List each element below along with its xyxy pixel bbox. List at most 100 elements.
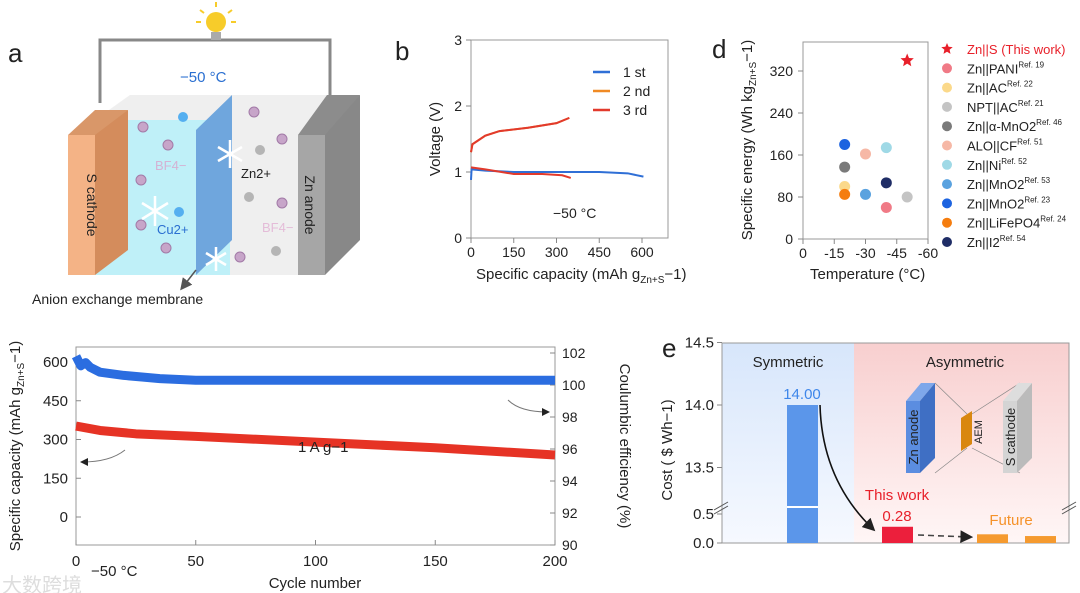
x-tick-label: 150 xyxy=(423,553,448,570)
y-tick-label: 0 xyxy=(785,231,793,247)
legend-entry: Zn||MnO2Ref. 53 xyxy=(967,176,1051,192)
y2-tick-label: 94 xyxy=(562,473,578,489)
inset-s-cathode xyxy=(1003,401,1017,473)
series-line-2-charge xyxy=(470,116,570,153)
legend-ref: Ref. 22 xyxy=(1007,80,1033,89)
region-label-symmetric: Symmetric xyxy=(753,354,824,371)
annotation-current-density: 1 A g−1 xyxy=(298,439,348,456)
data-point xyxy=(839,181,851,192)
x-tick-label: 200 xyxy=(542,553,567,570)
legend-label: 3 rd xyxy=(623,102,647,118)
y-tick-label: 0.5 xyxy=(693,506,714,523)
y-tick-label: 1 xyxy=(454,164,462,180)
legend-name: Zn||MnO2 xyxy=(967,196,1024,211)
region-label-asymmetric: Asymmetric xyxy=(926,354,1005,371)
legend-marker xyxy=(942,159,952,170)
legend-ref: Ref. 53 xyxy=(1024,176,1050,185)
y2-tick-label: 96 xyxy=(562,441,578,457)
y-tick-label: 3 xyxy=(454,32,462,48)
y-tick-label: 13.5 xyxy=(685,460,714,477)
capacity-series xyxy=(75,421,556,460)
y-tick-label: 600 xyxy=(43,354,68,371)
legend-marker xyxy=(942,217,952,228)
x-tick-label: -60 xyxy=(918,245,938,261)
y-tick-label: 150 xyxy=(43,470,68,487)
panel-b-voltage-profile: b 0 150 300 450 600 0 1 2 3 Voltage (V) Specific… xyxy=(395,32,687,286)
panel-a-schematic: a −50 °C S cathode Zn anode BF4− BF4− Cu… xyxy=(8,2,360,307)
legend-entry: Zn||NiRef. 52 xyxy=(967,157,1028,173)
x-tick-label: 50 xyxy=(187,553,204,570)
y2-tick-label: 90 xyxy=(562,537,578,553)
legend-marker xyxy=(942,63,952,74)
x-tick-label: -45 xyxy=(887,245,907,261)
x-tick-label: 150 xyxy=(502,244,526,260)
y-axis-label-b: Voltage (V) xyxy=(427,102,444,176)
future-label: Future xyxy=(989,512,1032,529)
s-cathode-label: S cathode xyxy=(84,173,100,236)
inset-cathode-label: S cathode xyxy=(1003,408,1018,467)
x-tick-label: -15 xyxy=(824,245,844,261)
x-tick-label: 0 xyxy=(799,245,807,261)
plot-frame-d xyxy=(802,41,929,240)
panel-label-a: a xyxy=(8,38,23,68)
x-axis-label-d: Temperature (°C) xyxy=(810,266,925,283)
inset-zn-anode xyxy=(906,401,920,473)
y-tick-label: 0 xyxy=(60,509,68,526)
legend-marker-star xyxy=(941,43,953,54)
data-point xyxy=(860,188,871,200)
data-point xyxy=(880,177,892,189)
legend-entry: ALO||CFRef. 51 xyxy=(967,138,1043,154)
legend-entry: Zn||S (This work) xyxy=(967,42,1065,57)
y-tick-label: 2 xyxy=(454,98,462,114)
legend-entry: Zn||LiFePO4Ref. 24 xyxy=(967,215,1067,231)
y-tick-label: 240 xyxy=(770,105,794,121)
inset-cell-diagram: Zn anode AEM S cathode xyxy=(906,382,1032,474)
y2-axis-label-c: Coulumbic efficiency (%) xyxy=(616,364,633,529)
legend-ref: Ref. 21 xyxy=(1018,99,1044,108)
x-tick-label: 450 xyxy=(588,244,612,260)
legend-marker xyxy=(942,101,952,112)
y-tick-label: 80 xyxy=(777,189,793,205)
annotation-temperature-b: −50 °C xyxy=(553,205,596,221)
bar-future xyxy=(1025,536,1056,543)
data-point xyxy=(839,139,851,150)
zn-anode-label: Zn anode xyxy=(302,175,318,234)
watermark-logo: 大数跨境 xyxy=(2,574,82,593)
plot-frame-b xyxy=(470,39,669,239)
annotation-temperature-c: −50 °C xyxy=(91,563,138,580)
bf4-ions xyxy=(135,106,288,263)
arrow-to-future xyxy=(917,530,974,544)
y2-tick-label: 98 xyxy=(562,409,578,425)
data-point xyxy=(901,191,913,203)
data-point xyxy=(880,202,892,213)
y2-tick-label: 100 xyxy=(562,377,586,393)
y-tick-label: 160 xyxy=(770,147,794,163)
legend-name: NPT||AC xyxy=(967,100,1018,115)
data-point xyxy=(839,188,851,200)
legend-name: Zn||LiFePO4 xyxy=(967,216,1040,231)
legend-marker xyxy=(942,82,952,93)
legend-label: 1 st xyxy=(623,64,646,80)
panel-label-b: b xyxy=(395,36,409,66)
legend-marker xyxy=(942,198,952,209)
inset-anode-label: Zn anode xyxy=(906,410,921,465)
series-line-1st-discharge xyxy=(470,168,644,180)
panel-c-cycling: 0 50 100 150 200 0 150 300 450 600 90 92 94 96 98 100 10… xyxy=(2,341,633,593)
bf4-label-right: BF4− xyxy=(262,220,293,235)
legend-name: Zn||MnO2 xyxy=(967,177,1024,192)
legend-name: Zn||Ni xyxy=(967,158,1001,173)
legend-marker xyxy=(942,121,952,132)
legend-label: 2 nd xyxy=(623,83,650,99)
y-axis-label-e: Cost ( $ Wh−1) xyxy=(659,399,676,500)
data-point xyxy=(860,148,871,160)
y-tick-label: 14.5 xyxy=(685,335,714,352)
legend-ref: Ref. 23 xyxy=(1024,195,1050,204)
axis-break-left xyxy=(713,501,729,515)
anion-exchange-membrane xyxy=(196,95,232,275)
legend-entry: Zn||I2Ref. 54 xyxy=(967,234,1026,250)
light-bulb-icon xyxy=(196,2,236,40)
bf4-label-left: BF4− xyxy=(155,158,186,173)
y-axis-label-d: Specific energy (Wh kgZn+S−1) xyxy=(739,40,759,241)
